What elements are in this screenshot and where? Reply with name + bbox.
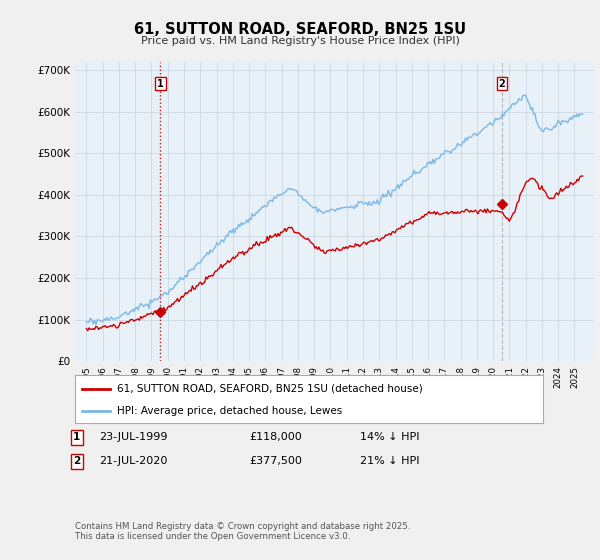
Text: 1: 1 (157, 78, 164, 88)
Text: HPI: Average price, detached house, Lewes: HPI: Average price, detached house, Lewe… (117, 406, 343, 416)
Text: 61, SUTTON ROAD, SEAFORD, BN25 1SU (detached house): 61, SUTTON ROAD, SEAFORD, BN25 1SU (deta… (117, 384, 423, 394)
Text: 21-JUL-2020: 21-JUL-2020 (99, 456, 167, 466)
Text: £377,500: £377,500 (249, 456, 302, 466)
Text: 2: 2 (73, 456, 80, 466)
Text: 1: 1 (73, 432, 80, 442)
Text: 14% ↓ HPI: 14% ↓ HPI (360, 432, 419, 442)
Text: 23-JUL-1999: 23-JUL-1999 (99, 432, 167, 442)
Text: 21% ↓ HPI: 21% ↓ HPI (360, 456, 419, 466)
Text: 2: 2 (499, 78, 505, 88)
Text: Contains HM Land Registry data © Crown copyright and database right 2025.
This d: Contains HM Land Registry data © Crown c… (75, 522, 410, 542)
Text: £118,000: £118,000 (249, 432, 302, 442)
Text: Price paid vs. HM Land Registry's House Price Index (HPI): Price paid vs. HM Land Registry's House … (140, 36, 460, 46)
Text: 61, SUTTON ROAD, SEAFORD, BN25 1SU: 61, SUTTON ROAD, SEAFORD, BN25 1SU (134, 22, 466, 38)
